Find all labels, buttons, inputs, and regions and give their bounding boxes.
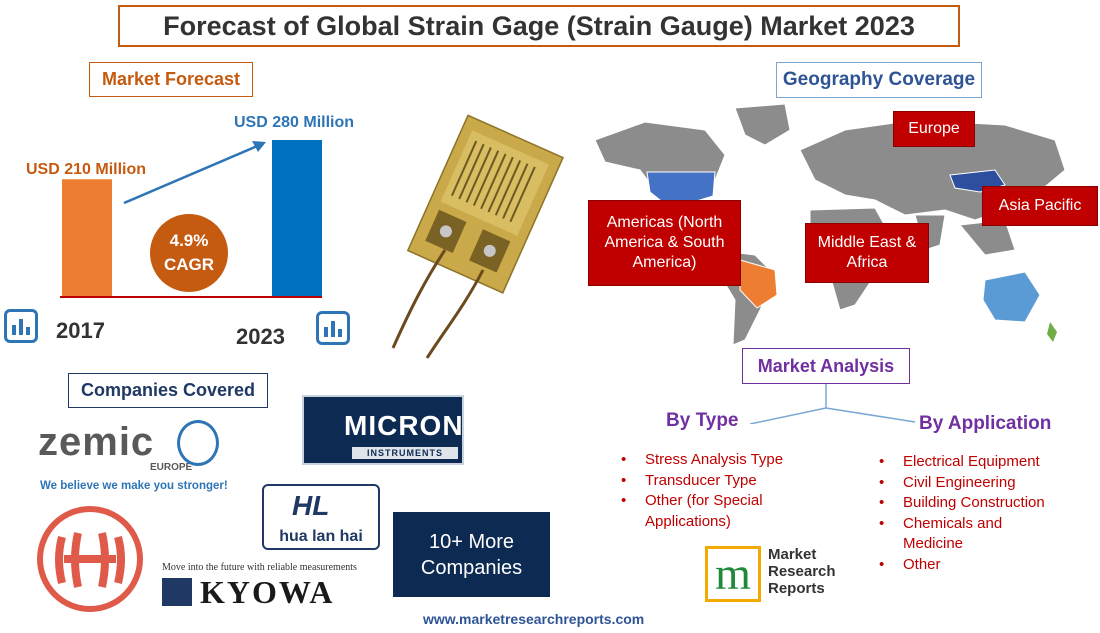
growth-arrow-head: [252, 141, 266, 152]
zemic-logo: zemic EUROPE We believe we make you stro…: [32, 416, 252, 496]
australia-region: [982, 271, 1041, 323]
cagr-badge: 4.9% CAGR: [150, 214, 228, 292]
companies-covered-label: Companies Covered: [68, 373, 268, 408]
by-application-list: Electrical Equipment Civil Engineering B…: [875, 452, 1065, 575]
list-item: Other: [875, 555, 1065, 576]
page-title: Forecast of Global Strain Gage (Strain G…: [118, 5, 960, 47]
region-europe: Europe: [893, 111, 975, 147]
market-forecast-label: Market Forecast: [89, 62, 253, 97]
region-middle-east-africa: Middle East & Africa: [805, 223, 929, 283]
by-type-heading: By Type: [666, 410, 739, 431]
micron-logo: MICRON INSTRUMENTS: [302, 395, 464, 465]
list-item: Stress Analysis Type: [617, 450, 792, 471]
micron-name: MICRON: [344, 410, 464, 441]
mrr-line-2: Research: [768, 563, 836, 580]
year-2017: 2017: [56, 318, 105, 343]
cagr-label: CAGR: [163, 255, 215, 274]
forecast-bar-chart: [60, 140, 322, 298]
kyowa-name: KYOWA: [200, 574, 335, 610]
mrr-line-3: Reports: [768, 580, 825, 597]
geography-coverage-label: Geography Coverage: [776, 62, 982, 98]
bar-chart-icon-2: [316, 311, 350, 345]
market-analysis-label: Market Analysis: [742, 348, 910, 384]
mrr-line-1: Market: [768, 546, 817, 563]
by-application-heading: By Application: [919, 413, 1052, 434]
bar-2017: [62, 179, 112, 297]
list-item: Building Construction: [875, 493, 1065, 514]
year-2023: 2023: [236, 324, 285, 349]
zemic-tagline: We believe we make you stronger!: [40, 480, 228, 492]
hualanhai-mark-icon: HL: [292, 490, 330, 521]
list-item: Other (for Special Applications): [617, 491, 792, 532]
strain-gauge-photo: [391, 114, 564, 359]
micron-sub: INSTRUMENTS: [352, 447, 458, 459]
value-2017-label: USD 210 Million: [26, 161, 147, 178]
list-item: Electrical Equipment: [875, 452, 1065, 473]
region-asia-pacific: Asia Pacific: [982, 186, 1098, 226]
growth-arrow: [123, 142, 263, 205]
hh-company-logo: [37, 506, 143, 612]
list-item: Civil Engineering: [875, 473, 1065, 494]
website-link[interactable]: www.marketresearchreports.com: [423, 611, 645, 627]
more-companies-box: 10+ More Companies: [393, 512, 550, 597]
bar-chart-icon: [4, 309, 38, 343]
kyowa-tagline: Move into the future with reliable measu…: [162, 562, 357, 573]
hualanhai-name: hua lan hai: [279, 528, 363, 545]
list-item: Transducer Type: [617, 471, 792, 492]
analysis-branch-lines: [749, 384, 916, 424]
cagr-value: 4.9%: [169, 231, 209, 250]
zemic-sub: EUROPE: [150, 462, 193, 473]
hualanhai-logo: HL hua lan hai: [262, 484, 380, 550]
zemic-emblem-icon: [177, 420, 219, 466]
region-americas: Americas (North America & South America): [588, 200, 741, 286]
mrr-logo-mark: m: [705, 546, 761, 602]
by-type-list: Stress Analysis Type Transducer Type Oth…: [617, 450, 792, 532]
zemic-name: zemic: [38, 420, 155, 464]
new-zealand-region: [1047, 322, 1057, 342]
value-2023-label: USD 280 Million: [234, 114, 355, 131]
kyowa-emblem-icon: [162, 578, 192, 606]
list-item: Chemicals and Medicine: [875, 514, 1065, 555]
bar-2023: [272, 140, 322, 297]
mrr-logo-text: Market Research Reports: [768, 546, 836, 597]
